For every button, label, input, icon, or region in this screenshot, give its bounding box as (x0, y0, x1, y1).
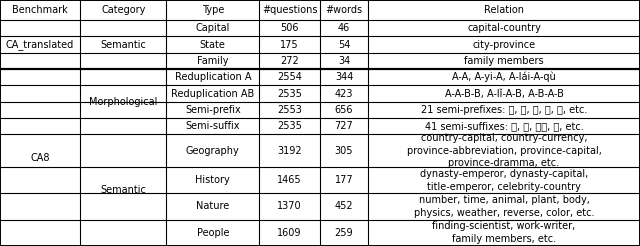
Text: 656: 656 (335, 105, 353, 115)
Text: Semi-prefix: Semi-prefix (185, 105, 241, 115)
Text: 41 semi-suffixes: 者, 式, 主义, 性, etc.: 41 semi-suffixes: 者, 式, 主义, 性, etc. (424, 121, 584, 131)
Text: 1609: 1609 (277, 228, 302, 238)
Text: History: History (195, 175, 230, 185)
Text: Relation: Relation (484, 5, 524, 15)
Text: State: State (200, 40, 226, 49)
Text: Geography: Geography (186, 146, 239, 156)
Text: 344: 344 (335, 72, 353, 82)
Text: number, time, animal, plant, body,
physics, weather, reverse, color, etc.: number, time, animal, plant, body, physi… (413, 195, 595, 218)
Text: CA8: CA8 (30, 153, 50, 163)
Text: 177: 177 (335, 175, 353, 185)
Text: Morphological: Morphological (89, 97, 157, 107)
Text: CA_translated: CA_translated (6, 39, 74, 50)
Text: city-province: city-province (472, 40, 536, 49)
Text: Family: Family (197, 56, 228, 66)
Text: family members: family members (464, 56, 544, 66)
Text: Type: Type (202, 5, 224, 15)
Text: 305: 305 (335, 146, 353, 156)
Text: Nature: Nature (196, 201, 229, 212)
Text: 727: 727 (335, 121, 353, 131)
Text: 34: 34 (338, 56, 350, 66)
Text: #questions: #questions (262, 5, 317, 15)
Text: Category: Category (101, 5, 145, 15)
Text: 1370: 1370 (277, 201, 302, 212)
Text: 2535: 2535 (277, 89, 302, 98)
Text: Semantic: Semantic (100, 40, 146, 49)
Text: 452: 452 (335, 201, 353, 212)
Text: 46: 46 (338, 23, 350, 33)
Text: 1465: 1465 (277, 175, 302, 185)
Text: dynasty-emperor, dynasty-capital,
title-emperor, celebrity-country: dynasty-emperor, dynasty-capital, title-… (420, 169, 588, 191)
Text: 423: 423 (335, 89, 353, 98)
Text: 3192: 3192 (277, 146, 302, 156)
Text: Reduplication A: Reduplication A (175, 72, 251, 82)
Text: country-capital, country-currency,
province-abbreviation, province-capital,
prov: country-capital, country-currency, provi… (406, 133, 602, 169)
Text: 21 semi-prefixes: 大, 小, 老, 第, 亚, etc.: 21 semi-prefixes: 大, 小, 老, 第, 亚, etc. (421, 105, 587, 115)
Text: 2553: 2553 (277, 105, 302, 115)
Text: 54: 54 (338, 40, 350, 49)
Text: 2554: 2554 (277, 72, 302, 82)
Text: Reduplication AB: Reduplication AB (171, 89, 255, 98)
Text: 506: 506 (280, 23, 299, 33)
Text: 2535: 2535 (277, 121, 302, 131)
Text: Semantic: Semantic (100, 185, 146, 195)
Text: Semi-suffix: Semi-suffix (186, 121, 240, 131)
Text: 175: 175 (280, 40, 299, 49)
Text: #words: #words (325, 5, 363, 15)
Text: 272: 272 (280, 56, 299, 66)
Text: 259: 259 (335, 228, 353, 238)
Text: Capital: Capital (196, 23, 230, 33)
Text: Benchmark: Benchmark (12, 5, 68, 15)
Text: finding-scientist, work-writer,
family members, etc.: finding-scientist, work-writer, family m… (433, 221, 575, 244)
Text: A-A, A-yi-A, A-lái-A-qù: A-A, A-yi-A, A-lái-A-qù (452, 72, 556, 82)
Text: A-A-B-B, A-lǐ-A-B, A-B-A-B: A-A-B-B, A-lǐ-A-B, A-B-A-B (445, 89, 563, 98)
Text: capital-country: capital-country (467, 23, 541, 33)
Text: People: People (196, 228, 229, 238)
